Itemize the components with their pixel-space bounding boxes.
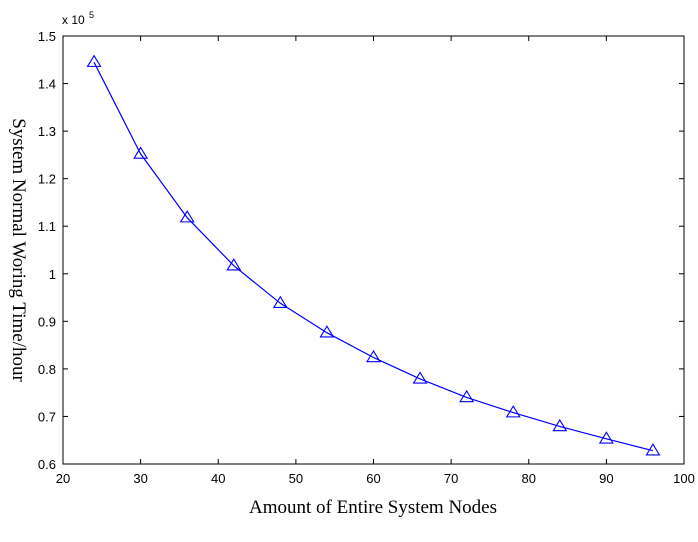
y-multiplier-base: x 10 bbox=[62, 13, 85, 27]
y-tick-label: 0.9 bbox=[38, 314, 56, 329]
y-multiplier: x 10 5 bbox=[62, 10, 94, 27]
data-point-triangle bbox=[226, 258, 242, 271]
x-tick-label: 60 bbox=[366, 471, 380, 486]
data-point-triangle bbox=[459, 389, 475, 403]
data-point-triangle bbox=[412, 371, 428, 384]
data-point-triangle bbox=[272, 295, 288, 309]
y-multiplier-exponent: 5 bbox=[89, 10, 94, 20]
y-tick-label: 0.6 bbox=[38, 457, 56, 472]
data-point-triangle bbox=[645, 443, 661, 456]
data-point-triangle bbox=[179, 210, 195, 223]
plot-area bbox=[62, 35, 685, 465]
data-point-triangle bbox=[598, 431, 614, 444]
y-tick-label: 0.7 bbox=[38, 409, 56, 424]
x-tick-label: 20 bbox=[56, 471, 70, 486]
y-tick-label: 1.3 bbox=[38, 124, 56, 139]
x-tick-label: 50 bbox=[289, 471, 303, 486]
y-tick-label: 1.5 bbox=[38, 29, 56, 44]
x-tick-label: 30 bbox=[133, 471, 147, 486]
y-tick-label: 0.8 bbox=[38, 362, 56, 377]
y-axis: 0.6 0.7 0.8 0.9 1 1.1 1.2 1.3 1.4 1.5 bbox=[38, 29, 684, 472]
data-point-triangle bbox=[366, 349, 381, 363]
y-tick-label: 1 bbox=[49, 267, 56, 282]
y-axis-title: System Normal Woring Time/hour bbox=[8, 118, 29, 382]
x-tick-label: 70 bbox=[444, 471, 458, 486]
y-tick-label: 1.2 bbox=[38, 172, 56, 187]
x-axis-title: Amount of Entire System Nodes bbox=[249, 497, 497, 518]
series-line bbox=[93, 61, 654, 452]
series-layer bbox=[86, 54, 661, 456]
x-tick-label: 100 bbox=[673, 471, 695, 486]
x-tick-label: 80 bbox=[522, 471, 536, 486]
data-point-triangle bbox=[552, 418, 568, 432]
data-point-triangle bbox=[133, 146, 149, 159]
data-point-triangle bbox=[86, 54, 102, 67]
x-tick-label: 90 bbox=[599, 471, 613, 486]
data-point-triangle bbox=[505, 405, 521, 418]
y-tick-label: 1.4 bbox=[38, 77, 56, 92]
x-axis: 20 30 40 50 60 70 80 90 100 bbox=[56, 36, 695, 486]
y-tick-label: 1.1 bbox=[38, 219, 56, 234]
x-tick-label: 40 bbox=[211, 471, 225, 486]
data-point-triangle bbox=[319, 325, 335, 338]
